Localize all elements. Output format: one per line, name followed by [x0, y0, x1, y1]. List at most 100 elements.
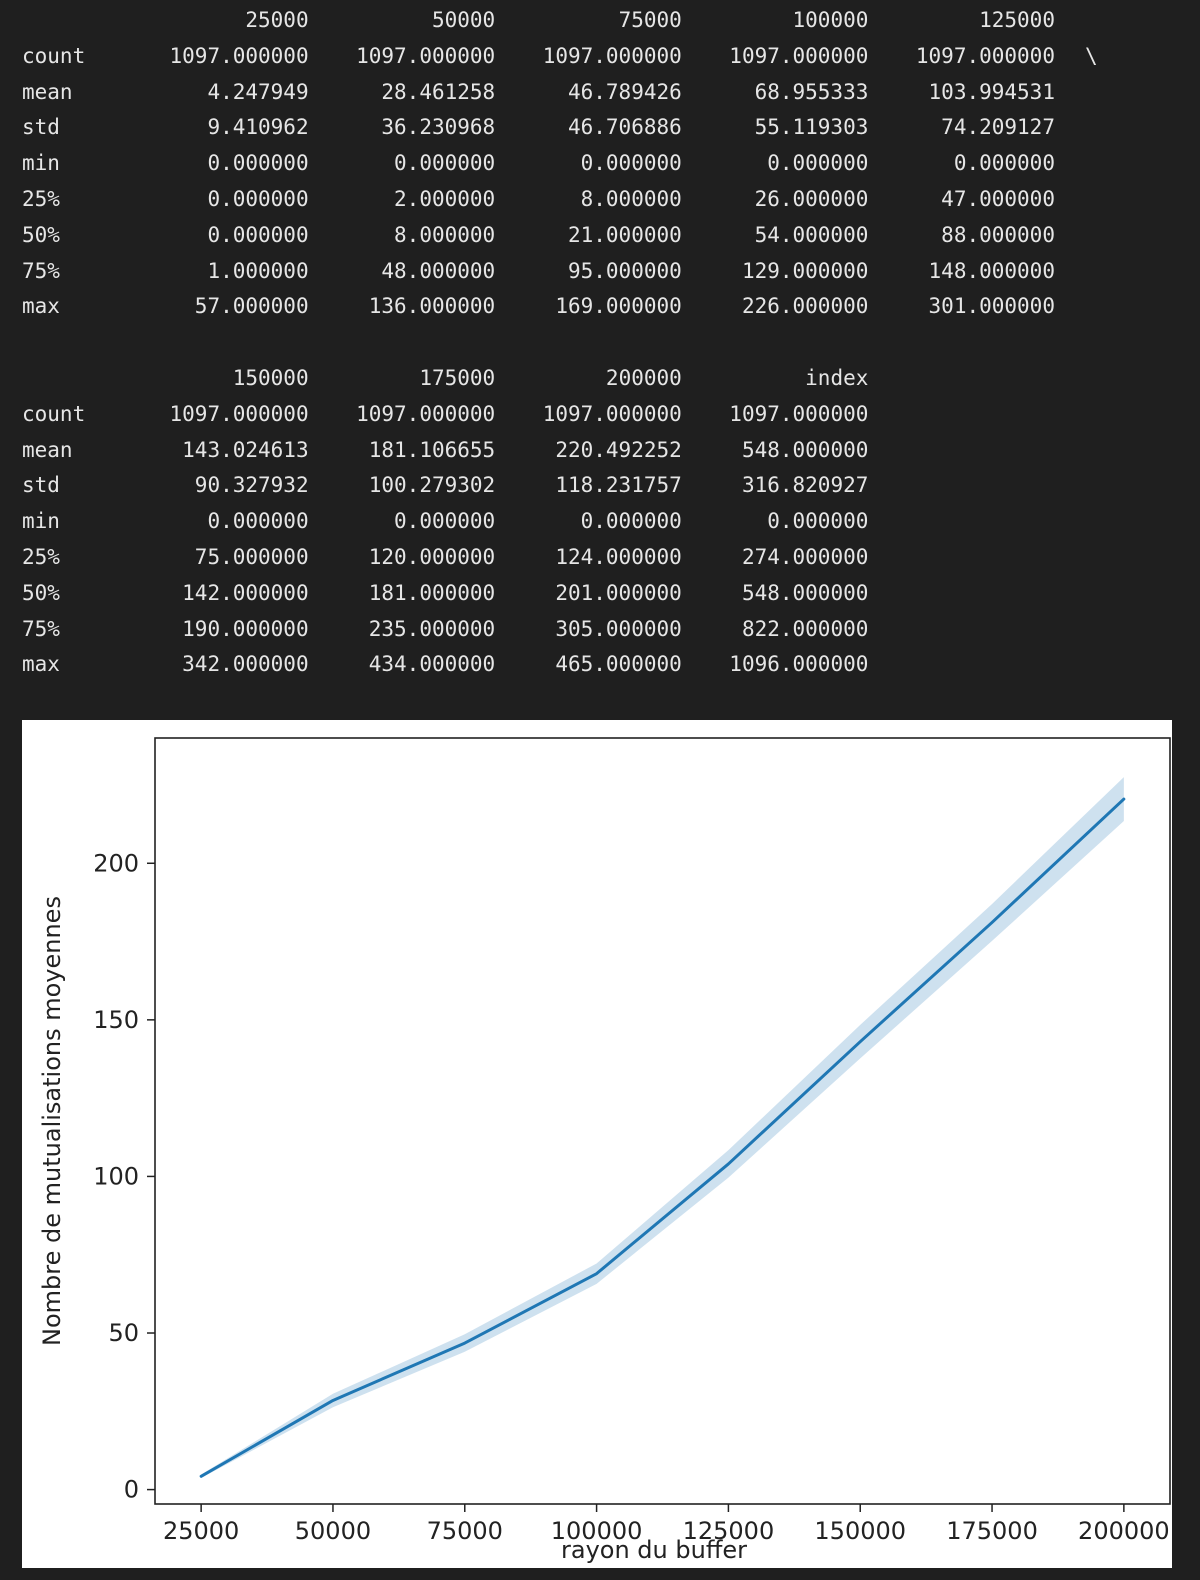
table-cell: 1097.000000 — [915, 43, 1055, 68]
y-tick-label: 50 — [108, 1319, 139, 1347]
table-row: count 1097.000000 1097.000000 1097.00000… — [22, 39, 1115, 75]
table-cell: 95.000000 — [567, 258, 682, 283]
table-cell: 120.000000 — [368, 544, 496, 569]
table-cell: 68.955333 — [754, 79, 869, 104]
row-label: max — [22, 294, 60, 319]
table-row: mean 4.247949 28.461258 46.789426 68.955… — [22, 75, 1115, 111]
x-tick-label: 75000 — [427, 1517, 503, 1545]
table-row: 50% 0.000000 8.000000 21.000000 54.00000… — [22, 218, 1115, 254]
corner-cell — [22, 361, 122, 397]
x-tick-label: 50000 — [295, 1517, 371, 1545]
table-row: mean 143.024613 181.106655 220.492252 54… — [22, 433, 868, 469]
column-header: 125000 — [979, 8, 1055, 32]
table-cell: 342.000000 — [182, 652, 309, 677]
table-cell: 0.000000 — [207, 186, 309, 211]
table-row: std 90.327932 100.279302 118.231757 316.… — [22, 468, 868, 504]
table-cell: 90.327932 — [194, 473, 309, 498]
y-tick-label: 0 — [124, 1476, 139, 1504]
table-cell: 822.000000 — [741, 616, 869, 641]
table-cell: 75.000000 — [194, 544, 309, 569]
x-tick-label: 25000 — [163, 1517, 239, 1545]
row-label: max — [22, 652, 60, 677]
column-header: 100000 — [792, 8, 869, 32]
table-row: max 57.000000 136.000000 169.000000 226.… — [22, 289, 1115, 325]
table-cell: 301.000000 — [928, 294, 1055, 319]
table-cell: 48.000000 — [381, 258, 496, 283]
table-row: 75% 1.000000 48.000000 95.000000 129.000… — [22, 254, 1115, 290]
table-cell: 2.000000 — [394, 186, 496, 211]
table-cell: 0.000000 — [580, 151, 682, 176]
table-cell: 74.209127 — [941, 115, 1055, 140]
row-label: 75% — [22, 258, 60, 283]
table-row: std 9.410962 36.230968 46.706886 55.1193… — [22, 110, 1115, 146]
table-cell: 55.119303 — [754, 115, 869, 140]
row-label: 50% — [22, 580, 60, 605]
table-cell: 54.000000 — [754, 222, 869, 247]
row-label: 25% — [22, 186, 60, 211]
table-row: 25% 0.000000 2.000000 8.000000 26.000000… — [22, 182, 1115, 218]
row-label: mean — [22, 79, 73, 104]
table-cell: 36.230968 — [381, 115, 496, 140]
table-cell: 129.000000 — [741, 258, 869, 283]
table-cell: 226.000000 — [741, 294, 869, 319]
table-cell: 142.000000 — [182, 580, 309, 605]
x-axis-label: rayon du buffer — [561, 1536, 747, 1564]
table-cell: 0.000000 — [953, 151, 1055, 176]
table-cell: 169.000000 — [555, 294, 682, 319]
table-cell: 0.000000 — [580, 509, 682, 534]
table-cell: 57.000000 — [194, 294, 309, 319]
table-row: 25% 75.000000 120.000000 124.000000 274.… — [22, 540, 868, 576]
table-cell: 316.820927 — [741, 473, 869, 498]
table-cell: 1097.000000 — [729, 43, 869, 68]
y-tick-label: 200 — [93, 849, 139, 877]
line-plot-figure: 25000 50000 75000 100000 125000 150000 175000 2… — [22, 720, 1172, 1568]
row-label: 75% — [22, 616, 60, 641]
table-cell: 0.000000 — [394, 151, 496, 176]
plot-marks — [199, 777, 1126, 1479]
row-label: count — [22, 43, 86, 68]
table-cell: 88.000000 — [941, 222, 1055, 247]
row-label: 50% — [22, 222, 60, 247]
line-plot: 25000 50000 75000 100000 125000 150000 175000 2… — [38, 737, 1171, 1564]
x-tick-label: 150000 — [814, 1517, 906, 1545]
table-cell: 28.461258 — [381, 79, 496, 104]
table-cell: 305.000000 — [555, 616, 682, 641]
row-label: min — [22, 509, 60, 534]
table-cell: 143.024613 — [182, 437, 309, 462]
column-header: 150000 — [232, 366, 309, 390]
row-label: 25% — [22, 544, 60, 569]
y-axis-label: Nombre de mutualisations moyennes — [38, 896, 66, 1346]
table-cell: 0.000000 — [767, 151, 869, 176]
header-row: 150000 175000 200000 index — [22, 361, 869, 397]
table-cell: 0.000000 — [767, 509, 869, 534]
table-cell: 220.492252 — [555, 437, 682, 462]
table-cell: 181.106655 — [368, 437, 496, 462]
table-cell: 1097.000000 — [542, 43, 682, 68]
table-cell: 47.000000 — [941, 186, 1055, 211]
column-header: 25000 — [245, 8, 309, 32]
table-cell: 548.000000 — [741, 437, 869, 462]
table-cell: 0.000000 — [394, 509, 496, 534]
table-cell: 1097.000000 — [542, 401, 682, 426]
table-cell: 118.231757 — [555, 473, 682, 498]
table-cell: 8.000000 — [580, 186, 682, 211]
table-row: 50% 142.000000 181.000000 201.000000 548… — [22, 576, 868, 612]
column-header: index — [805, 366, 869, 390]
table-cell: 100.279302 — [368, 473, 496, 498]
wrap-spacer — [1055, 3, 1115, 39]
table-cell: 1096.000000 — [729, 652, 869, 677]
table-cell: 9.410962 — [207, 115, 309, 140]
row-label: count — [22, 401, 86, 426]
table-cell: 4.247949 — [207, 79, 309, 104]
table-cell: 26.000000 — [754, 186, 869, 211]
table-cell: 1097.000000 — [356, 43, 496, 68]
line-continuation-marker: \ — [1084, 43, 1098, 68]
table-cell: 434.000000 — [368, 652, 496, 677]
describe-table-part-2: 150000 175000 200000 index count 1097.00… — [22, 361, 868, 683]
table-row: max 342.000000 434.000000 465.000000 109… — [22, 647, 868, 683]
row-label: min — [22, 151, 60, 176]
table-cell: 1097.000000 — [729, 401, 869, 426]
table-cell: 0.000000 — [207, 151, 309, 176]
table-row: count 1097.000000 1097.000000 1097.00000… — [22, 397, 868, 433]
